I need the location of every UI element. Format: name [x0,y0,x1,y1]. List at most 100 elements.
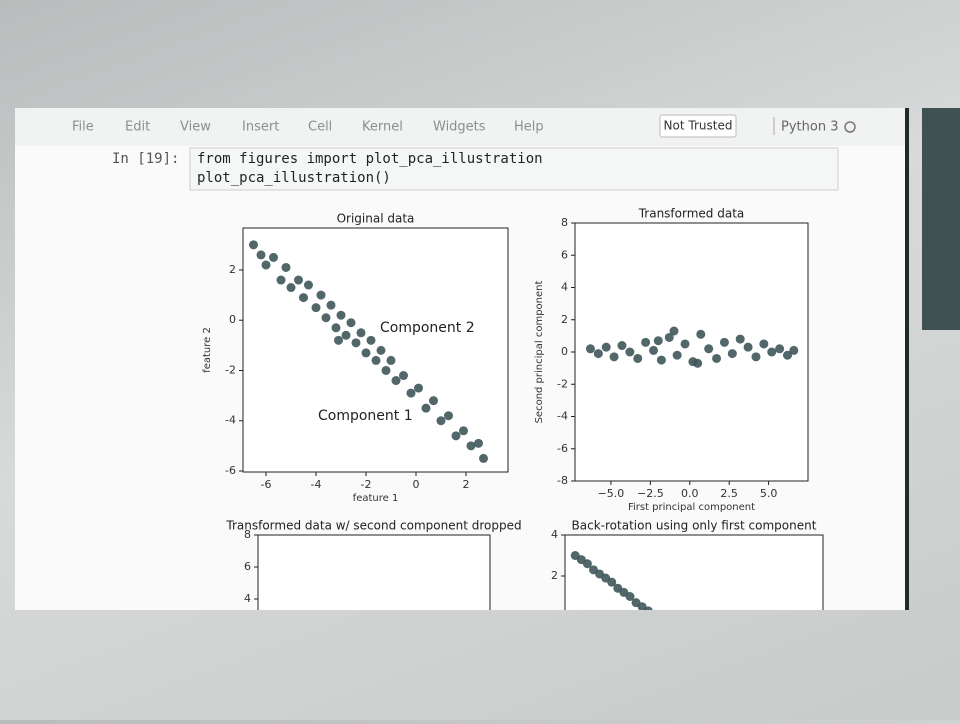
point [664,332,674,342]
prompt: In [19]: [112,151,179,167]
y-tick-label: 2 [561,313,568,326]
y-tick-label: -2 [557,377,568,390]
point [436,416,446,426]
y-tick-label: 8 [561,216,568,229]
point [414,383,423,393]
y-axis-label: Second principal component [534,281,545,424]
point [593,349,603,359]
point [735,334,745,344]
menu-item[interactable]: Kernel [362,120,403,135]
trust-label[interactable]: Not Trusted [664,119,733,133]
annotation: Component 2 [380,320,475,336]
x-axis-label: First principal component [628,502,755,513]
point [281,262,291,272]
point [759,339,769,349]
chart-title: Original data [337,212,415,226]
point [466,441,476,451]
menu-item[interactable]: View [180,120,211,135]
y-tick-label: 4 [244,592,251,605]
menu-item[interactable]: File [72,120,94,135]
point [391,376,401,386]
point [625,347,635,357]
y-tick-label: 8 [244,528,251,541]
point [704,344,714,354]
point [653,336,663,346]
point [601,342,611,352]
point [381,365,391,375]
y-tick-label: 4 [561,281,568,294]
point [444,411,453,421]
point [269,252,278,262]
y-axis-label: feature 2 [202,327,213,373]
kernel-indicator [844,121,856,133]
point [696,329,706,339]
point [617,341,627,351]
point [286,283,296,293]
point [371,355,381,365]
x-tick-label: -6 [261,478,272,491]
y-tick-label: -6 [225,464,236,477]
x-axis-label: feature 1 [353,493,399,504]
point [479,453,488,463]
point [276,275,286,285]
x-tick-label: −2.5 [637,487,664,500]
point [376,345,386,355]
menu-item[interactable]: Cell [308,120,332,135]
y-tick-label: -4 [225,414,236,427]
point [474,438,483,448]
x-tick-label: 2.5 [720,487,738,500]
point [672,350,682,360]
point [656,355,666,365]
menu-item[interactable]: Help [514,120,544,135]
plot-area [257,534,491,610]
chart-title: Transformed data w/ second component dro… [225,519,521,533]
point [649,345,659,355]
code-cell[interactable] [189,147,839,191]
point [609,352,619,362]
code-line: plot_pca_illustration() [197,170,391,186]
point [633,353,643,363]
point [256,250,266,260]
point [719,337,729,347]
output: Original data -6 -4 -2 0 2 -6 -4 -2 0 2 feature 1 fe… [202,207,824,610]
point [326,300,336,310]
menu-item[interactable]: Insert [242,120,279,135]
point [783,350,793,360]
point [625,592,635,601]
point [316,290,326,300]
point [299,293,308,303]
point [775,344,785,354]
point [743,342,753,352]
point [331,323,341,333]
trust-button[interactable] [659,114,737,138]
side-panel [922,108,960,330]
menu-item[interactable]: Edit [125,120,150,135]
point [399,371,408,381]
point [429,396,438,406]
x-tick-label: 5.0 [760,487,778,500]
y-tick-label: 2 [551,569,558,582]
point [334,335,343,345]
point [693,358,703,368]
point [680,339,690,349]
point [311,303,321,313]
x-tick-label: 0.0 [681,487,699,500]
point [341,330,351,340]
point [641,337,651,347]
point [585,344,595,354]
plot-area [564,534,824,610]
point [336,310,346,320]
point [643,606,653,610]
chart-title: Transformed data [638,207,745,221]
point [789,345,799,355]
menu-item[interactable]: Widgets [433,120,486,135]
annotation: Component 1 [318,408,413,424]
point [669,326,679,336]
point [294,275,303,285]
point [261,260,271,270]
point [361,348,371,358]
y-tick-label: 0 [561,345,568,358]
point [712,353,722,363]
